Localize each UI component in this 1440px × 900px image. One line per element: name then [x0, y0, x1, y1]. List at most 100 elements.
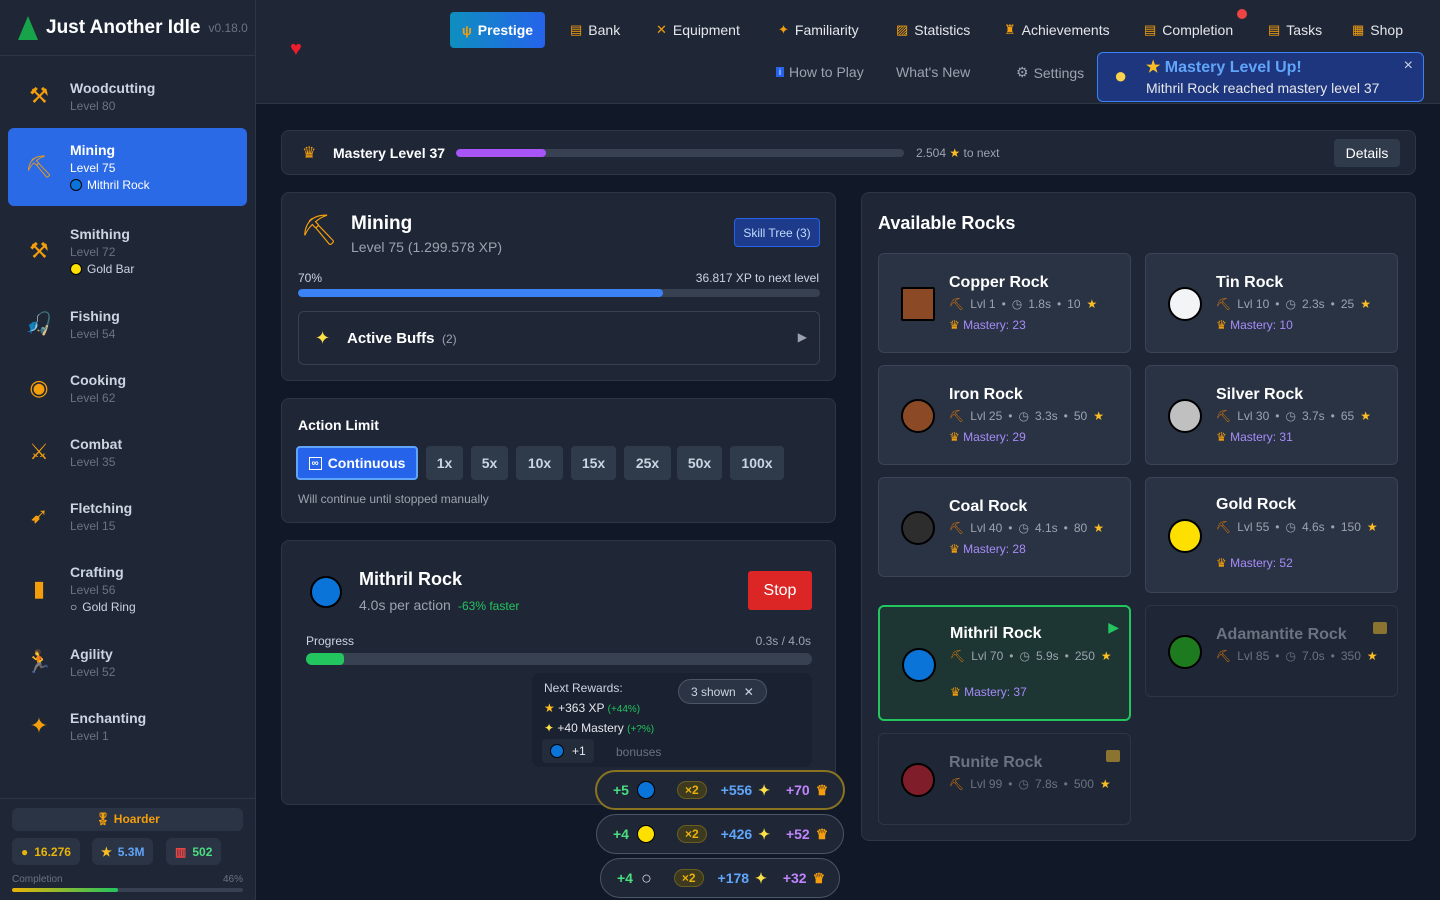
- rock-time: 7.0s: [1301, 649, 1325, 663]
- rock-name: Coal Rock: [949, 498, 1028, 515]
- settings-link[interactable]: ⚙ Settings: [1016, 64, 1084, 81]
- how-to-play-link[interactable]: i How to Play: [776, 64, 864, 80]
- details-button[interactable]: Details: [1334, 139, 1400, 167]
- tab-statistics[interactable]: ▨ Statistics: [888, 12, 978, 48]
- stopwatch-icon: ◷: [1285, 297, 1296, 311]
- rock-card-gold-rock[interactable]: Gold Rock ⛏ Lvl 55 • ◷ 4.6s • 150 ★ ♛ Mastery: 52: [1145, 477, 1398, 593]
- rock-card-iron-rock[interactable]: Iron Rock ⛏ Lvl 25 • ◷ 3.3s • 50 ★ ♛ Mastery: 29: [878, 365, 1131, 465]
- sidebar-item-cooking[interactable]: ◉ Cooking Level 62: [8, 368, 247, 408]
- crown-icon: ♛: [1216, 430, 1231, 444]
- tab-label: Prestige: [477, 22, 534, 38]
- shown-filter-chip[interactable]: 3 shown ✕: [678, 679, 767, 704]
- sidebar-item-text: Cooking Level 62: [70, 372, 126, 405]
- limit-option-5x[interactable]: 5x: [471, 446, 508, 480]
- settings-label: Settings: [1033, 64, 1085, 81]
- sidebar-item-woodcutting[interactable]: ⚒ Woodcutting Level 80: [8, 76, 247, 116]
- sidebar-item-label: Cooking: [70, 371, 126, 388]
- bar-chart-icon: ▥: [175, 844, 187, 859]
- star-icon: ★: [1366, 520, 1378, 534]
- mastery-progress-bar: [456, 149, 904, 157]
- crown-icon: ♛: [949, 542, 964, 556]
- sidebar-item-smithing[interactable]: ⚒ Smithing Level 72 Gold Bar: [8, 222, 247, 280]
- sidebar-item-agility[interactable]: 🏃 Agility Level 52: [8, 642, 247, 682]
- tab-equipment[interactable]: ✕ Equipment: [648, 12, 748, 48]
- title-badge[interactable]: 🎖 Hoarder: [12, 808, 243, 831]
- gold-chip[interactable]: ● 16.276: [12, 838, 80, 865]
- stats-chip[interactable]: ▥ 502: [166, 838, 222, 865]
- rock-card-copper-rock[interactable]: Copper Rock ⛏ Lvl 1 • ◷ 1.8s • 10 ★ ♛ Mastery: 23: [878, 253, 1131, 353]
- current-action-panel: Mithril Rock 4.0s per action -63% faster…: [281, 540, 836, 805]
- whats-new-link[interactable]: What's New: [896, 64, 970, 80]
- stopwatch-icon: ◷: [1285, 409, 1296, 423]
- separator: •: [1009, 649, 1014, 663]
- ore-icon: [902, 648, 936, 682]
- lightbulb-icon: ●: [1114, 63, 1128, 88]
- limit-option-1x[interactable]: 1x: [426, 446, 463, 480]
- skill-level: Level 75 (1.299.578 XP): [351, 239, 502, 255]
- rock-mastery: ♛ Mastery: 28: [949, 542, 1026, 556]
- sidebar-item-combat[interactable]: ⚔ Combat Level 35: [8, 432, 247, 472]
- sidebar-item-text: Combat Level 35: [70, 436, 122, 469]
- axe-icon: ⚒: [29, 83, 49, 108]
- active-buffs-toggle[interactable]: ✦ Active Buffs (2) ▶: [298, 311, 820, 365]
- rock-time: 4.6s: [1301, 520, 1325, 534]
- sidebar-item-text: Woodcutting Level 80: [70, 80, 155, 113]
- stars-amount: 5.3M: [117, 844, 145, 859]
- rock-card-runite-rock[interactable]: Runite Rock ⛏ Lvl 99 • ◷ 7.8s • 500 ★: [878, 733, 1131, 825]
- ore-icon: [70, 179, 82, 191]
- tab-shop[interactable]: ▦ Shop: [1344, 12, 1411, 48]
- rock-card-coal-rock[interactable]: Coal Rock ⛏ Lvl 40 • ◷ 4.1s • 80 ★ ♛ Mastery: 28: [878, 477, 1131, 577]
- rock-card-mithril-rock[interactable]: Mithril Rock ⛏ Lvl 70 • ◷ 5.9s • 250 ★ ♛ Mastery:…: [878, 605, 1131, 721]
- stars-chip[interactable]: ★ 5.3M: [92, 838, 154, 865]
- tab-completion[interactable]: ▤ Completion: [1136, 12, 1241, 48]
- mastery-gain: +52: [785, 826, 810, 842]
- sidebar-item-mining[interactable]: ⛏ Mining Level 75 Mithril Rock: [8, 128, 247, 206]
- limit-option-100x[interactable]: 100x: [730, 446, 784, 480]
- tab-label: Statistics: [914, 22, 971, 38]
- tab-label: Equipment: [672, 22, 740, 38]
- sidebar-item-fishing[interactable]: 🎣 Fishing Level 54: [8, 304, 247, 344]
- rock-card-silver-rock[interactable]: Silver Rock ⛏ Lvl 30 • ◷ 3.7s • 65 ★ ♛ Mastery: 3…: [1145, 365, 1398, 465]
- sidebar-item-label: Woodcutting: [70, 79, 156, 96]
- rock-stats: ⛏ Lvl 1 • ◷ 1.8s • 10 ★: [949, 297, 1097, 311]
- rock-card-tin-rock[interactable]: Tin Rock ⛏ Lvl 10 • ◷ 2.3s • 25 ★ ♛ Mastery: 10: [1145, 253, 1398, 353]
- sidebar-item-fletching[interactable]: ➹ Fletching Level 15: [8, 496, 247, 536]
- crown-icon: ♛: [812, 869, 826, 886]
- limit-option-10x[interactable]: 10x: [516, 446, 563, 480]
- close-icon[interactable]: ✕: [743, 684, 754, 699]
- limit-option-50x[interactable]: 50x: [677, 446, 722, 480]
- pickaxe-icon: ⛏: [1216, 649, 1232, 663]
- rock-card-adamantite-rock[interactable]: Adamantite Rock ⛏ Lvl 85 • ◷ 7.0s • 350 ★: [1145, 605, 1398, 697]
- crown-icon: ♛: [949, 430, 964, 444]
- pickaxe-icon: ⛏: [1216, 520, 1232, 534]
- rock-level: Lvl 25: [970, 409, 1003, 423]
- rock-stats: ⛏ Lvl 40 • ◷ 4.1s • 80 ★: [949, 521, 1104, 535]
- sidebar-item-enchanting[interactable]: ✦ Enchanting Level 1: [8, 706, 247, 746]
- sidebar-item-activity: ○ Gold Ring: [70, 600, 136, 614]
- tab-familiarity[interactable]: ✦ Familiarity: [770, 12, 867, 48]
- pickaxe-icon: ⛏: [1216, 409, 1232, 423]
- rock-xp: 80: [1073, 521, 1088, 535]
- skill-tree-button[interactable]: Skill Tree (3): [734, 218, 820, 247]
- stop-button[interactable]: Stop: [748, 571, 812, 610]
- limit-option-continuous[interactable]: ∞ Continuous: [296, 446, 418, 480]
- sidebar-item-crafting[interactable]: ▮ Crafting Level 56 ○ Gold Ring: [8, 560, 247, 618]
- limit-option-25x[interactable]: 25x: [624, 446, 671, 480]
- ore-icon: [70, 263, 82, 275]
- rock-level: Lvl 85: [1237, 649, 1270, 663]
- sidebar-item-level: Level 72: [70, 245, 116, 259]
- mastery-toast[interactable]: ● ★ Mastery Level Up! Mithril Rock reach…: [1097, 52, 1424, 102]
- tab-bank[interactable]: ▤ Bank: [562, 12, 628, 48]
- separator: •: [1275, 649, 1280, 663]
- heart-icon[interactable]: ♥: [290, 38, 302, 60]
- tab-tasks[interactable]: ▤ Tasks: [1260, 12, 1330, 48]
- limit-option-15x[interactable]: 15x: [571, 446, 616, 480]
- tab-prestige[interactable]: ψ Prestige: [450, 12, 546, 48]
- close-icon[interactable]: ×: [1403, 57, 1413, 74]
- rock-level: Lvl 55: [1237, 520, 1270, 534]
- rock-xp: 250: [1074, 649, 1095, 663]
- tab-achievements[interactable]: ♜ Achievements: [996, 12, 1118, 48]
- rock-stats: ⛏ Lvl 10 • ◷ 2.3s • 25 ★: [1216, 297, 1371, 311]
- pickaxe-icon: ⛏: [949, 297, 965, 311]
- info-icon: i: [776, 67, 784, 77]
